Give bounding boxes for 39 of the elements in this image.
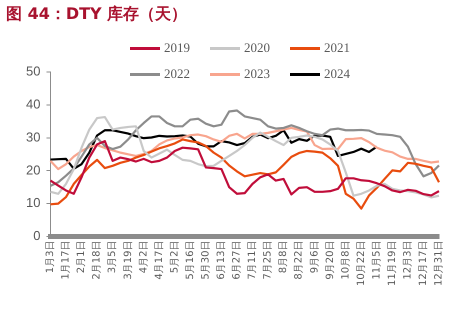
x-tick-label: 12月17日 [418,240,430,286]
x-tick-label: 1月3日 [45,240,56,274]
legend-label: 2021 [324,40,350,56]
x-tick-label: 2月1日 [76,240,88,274]
x-tick-label: 9月6日 [309,240,320,274]
x-tick-label: 4月2日 [138,240,150,274]
x-tick-label: 2月18日 [92,240,103,280]
y-tick-label: 0 [33,228,40,244]
x-tick-label: 7月11日 [247,240,258,280]
y-tick-label: 20 [26,162,40,178]
legend-label: 2024 [324,66,350,82]
y-tick-label: 30 [26,129,40,144]
y-tick-label: 10 [26,195,40,210]
x-tick-label: 11月19日 [386,240,398,286]
x-tick-label: 9月20日 [324,240,336,280]
y-tick-label: 40 [26,96,40,112]
x-tick-label: 5月2日 [169,240,180,274]
x-tick-label: 5月16日 [184,240,196,280]
x-tick-label: 8月8日 [278,240,290,274]
chart-title: 图 44：DTY 库存（天） [6,4,188,25]
legend-label: 2020 [244,40,270,56]
x-tick-label: 4月17日 [154,240,165,280]
x-tick-label: 11月5日 [371,240,382,280]
x-tick-label: 5月30日 [200,240,212,280]
x-tick-label: 8月22日 [294,240,305,280]
y-tick-label: 50 [26,64,40,79]
legend-label: 2019 [164,40,190,56]
x-tick-label: 6月27日 [232,240,243,280]
legend-label: 2023 [244,66,270,82]
legend-label: 2022 [164,66,190,82]
x-tick-label: 10月8日 [340,240,352,280]
x-tick-label: 6月13日 [216,240,228,280]
x-tick-label: 12月3日 [402,240,414,280]
x-tick-label: 7月25日 [262,240,274,280]
x-tick-label: 3月5日 [107,240,118,274]
x-tick-label: 1月17日 [60,240,72,280]
x-tick-label: 12月31日 [434,240,445,286]
x-tick-label: 3月19日 [122,240,134,280]
x-tick-label: 10月22日 [356,240,367,286]
